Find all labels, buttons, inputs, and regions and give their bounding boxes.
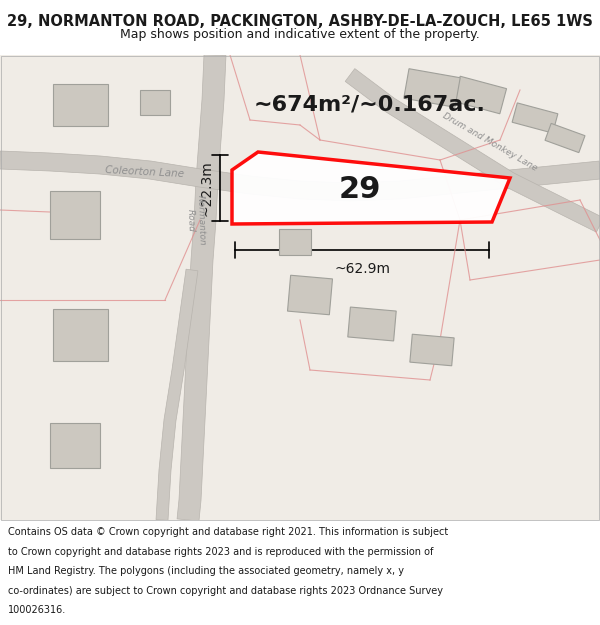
Text: 29: 29 — [339, 176, 381, 204]
Polygon shape — [177, 54, 226, 521]
Text: to Crown copyright and database rights 2023 and is reproduced with the permissio: to Crown copyright and database rights 2… — [8, 547, 433, 557]
Text: ~62.9m: ~62.9m — [334, 262, 390, 276]
Bar — [404, 69, 460, 108]
Text: ~674m²/~0.167ac.: ~674m²/~0.167ac. — [254, 95, 486, 115]
Text: Normanton
Road: Normanton Road — [185, 194, 206, 246]
Text: Coleorton Lane: Coleorton Lane — [105, 165, 185, 179]
Bar — [50, 191, 100, 239]
Text: ~22.3m: ~22.3m — [200, 160, 214, 216]
Text: HM Land Registry. The polygons (including the associated geometry, namely x, y: HM Land Registry. The polygons (includin… — [8, 566, 404, 576]
Text: Drum and Monkey Lane: Drum and Monkey Lane — [441, 111, 539, 173]
Polygon shape — [156, 269, 198, 521]
Text: co-ordinates) are subject to Crown copyright and database rights 2023 Ordnance S: co-ordinates) are subject to Crown copyr… — [8, 586, 443, 596]
Text: Contains OS data © Crown copyright and database right 2021. This information is : Contains OS data © Crown copyright and d… — [8, 528, 448, 538]
Bar — [140, 89, 170, 114]
Text: 100026316.: 100026316. — [8, 605, 66, 615]
Bar — [410, 334, 454, 366]
Polygon shape — [232, 152, 510, 224]
Bar — [287, 275, 332, 315]
Bar — [512, 103, 558, 133]
Polygon shape — [345, 69, 600, 232]
Bar — [53, 309, 107, 361]
Polygon shape — [0, 151, 600, 201]
Bar — [454, 76, 506, 114]
Bar — [279, 229, 311, 255]
Bar — [348, 307, 396, 341]
Text: 29, NORMANTON ROAD, PACKINGTON, ASHBY-DE-LA-ZOUCH, LE65 1WS: 29, NORMANTON ROAD, PACKINGTON, ASHBY-DE… — [7, 14, 593, 29]
Bar — [545, 123, 585, 152]
Bar — [50, 422, 100, 468]
Text: Map shows position and indicative extent of the property.: Map shows position and indicative extent… — [120, 28, 480, 41]
Bar — [53, 84, 107, 126]
